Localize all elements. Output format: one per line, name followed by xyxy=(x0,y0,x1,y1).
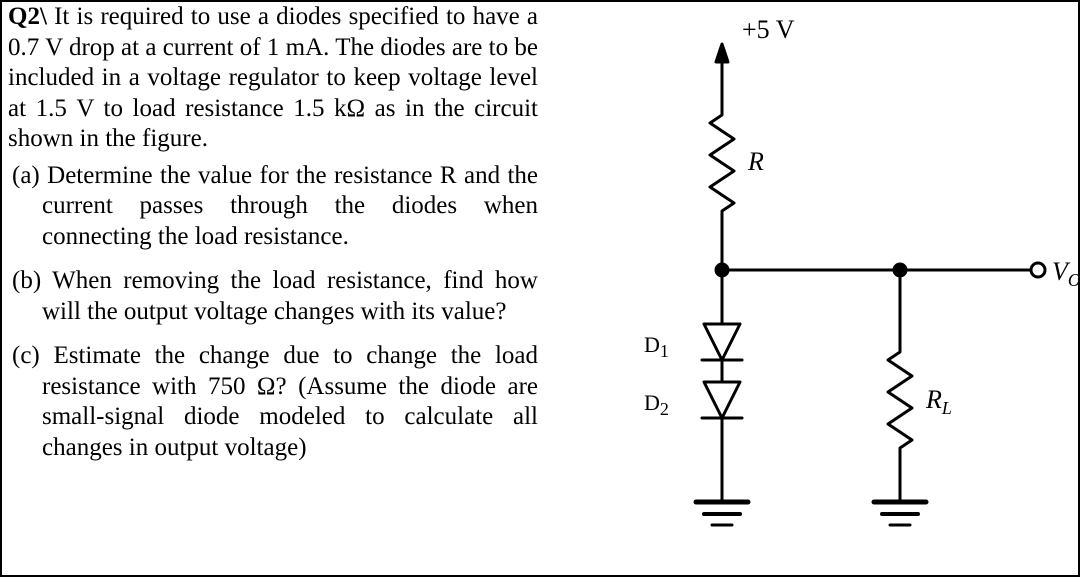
arrow-up-icon xyxy=(716,44,728,62)
question-tag: Q2\ xyxy=(8,3,47,30)
resistor-rl-icon xyxy=(888,342,912,502)
diode-d2-icon xyxy=(702,382,742,418)
output-terminal-icon xyxy=(1031,263,1045,277)
question-text-column: Q2\ It is required to use a diodes speci… xyxy=(8,2,538,469)
resistor-r-icon xyxy=(710,97,734,252)
question-intro: Q2\ It is required to use a diodes speci… xyxy=(8,2,538,155)
question-frame: Q2\ It is required to use a diodes speci… xyxy=(0,0,1080,577)
ground-left-icon xyxy=(696,502,748,525)
circuit-diagram: +5 V R VO xyxy=(562,2,1080,577)
resistor-r-label: R xyxy=(747,147,764,176)
diode-d2-label: D2 xyxy=(644,390,669,419)
vo-label: VO xyxy=(1052,257,1080,290)
question-intro-text: It is required to use a diodes specified… xyxy=(8,3,538,152)
supply-label: +5 V xyxy=(742,15,795,44)
question-part-c: (c) Estimate the change due to change th… xyxy=(8,341,538,463)
diode-d1-icon xyxy=(702,324,742,360)
question-part-a: (a) Determine the value for the resistan… xyxy=(8,161,538,253)
diode-d1-label: D1 xyxy=(644,332,669,361)
resistor-rl-label: RL xyxy=(925,385,952,418)
ground-right-icon xyxy=(874,502,926,525)
question-part-b: (b) When removing the load resistance, f… xyxy=(8,266,538,327)
